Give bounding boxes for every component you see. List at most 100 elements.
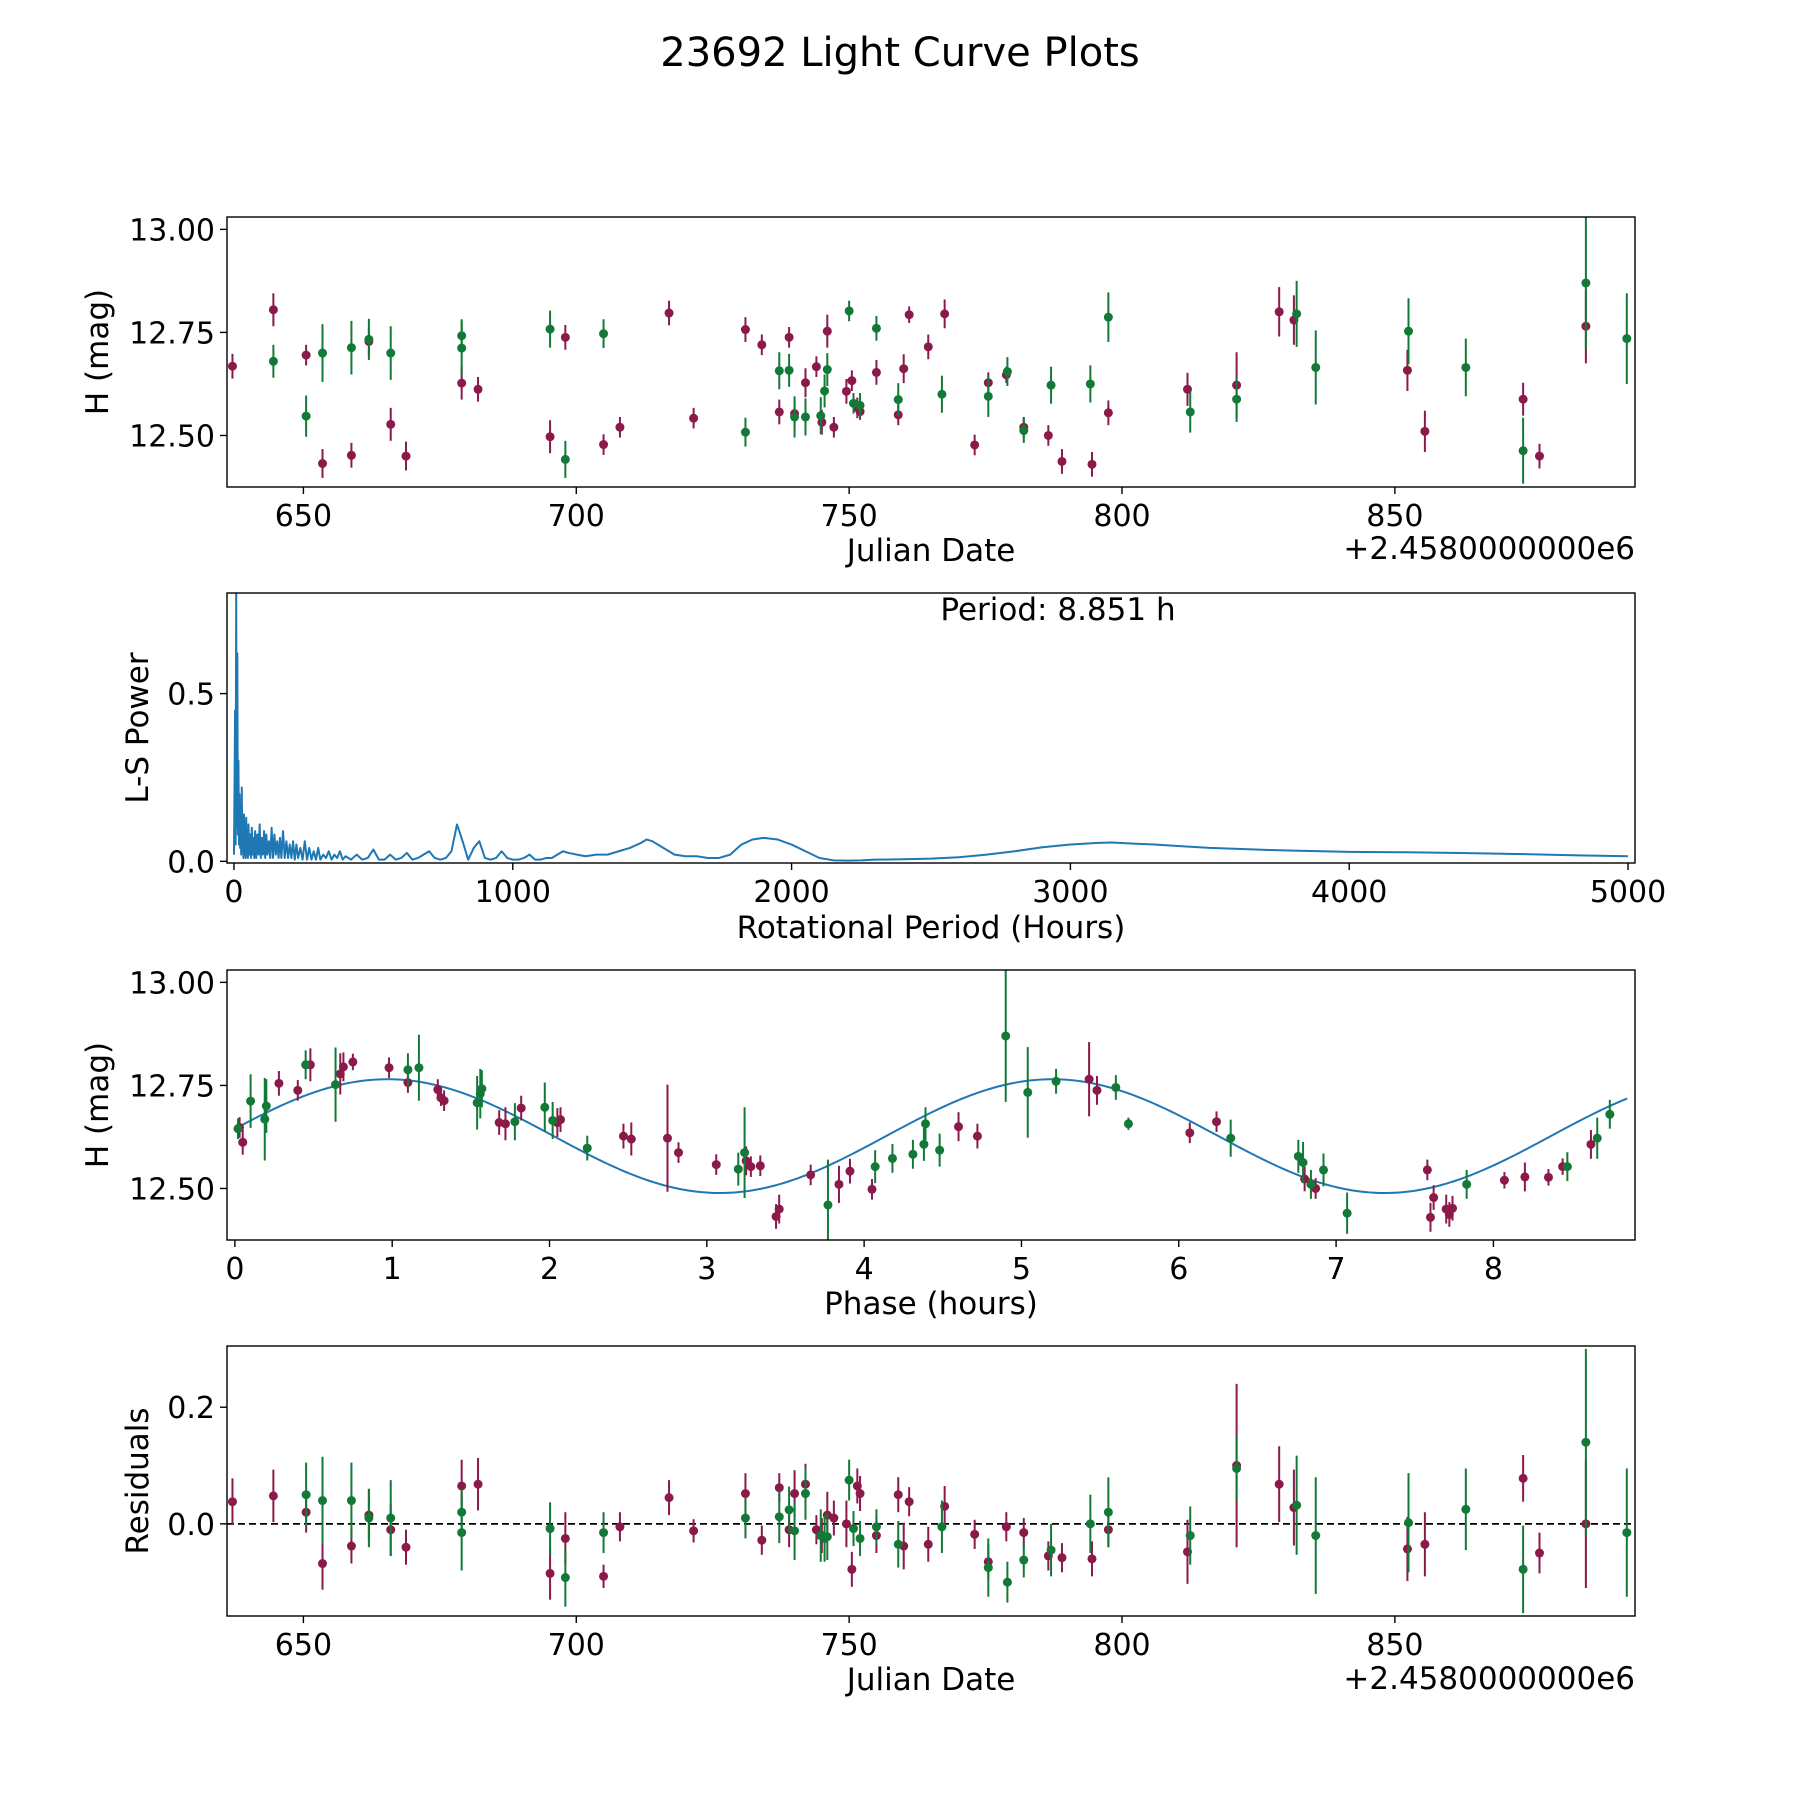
x-tick-label: 3000 — [1032, 875, 1108, 910]
phased-xlabel: Phase (hours) — [824, 1286, 1038, 1322]
data-point — [784, 1505, 794, 1515]
data-point — [774, 1483, 784, 1493]
lightcurve-ticks: 650 700 750 800 850 12.50 12.75 13.00 — [129, 213, 1423, 534]
data-point — [1087, 1554, 1097, 1564]
data-point — [599, 329, 609, 339]
data-point — [822, 326, 832, 336]
data-point — [1185, 1531, 1195, 1541]
data-point — [246, 1096, 256, 1106]
data-point — [386, 1513, 396, 1523]
data-point — [790, 412, 800, 422]
x-tick-label: 1000 — [475, 875, 551, 910]
data-point — [1002, 1577, 1012, 1587]
data-point — [841, 1519, 851, 1529]
data-point — [1518, 446, 1528, 456]
data-point — [844, 306, 854, 316]
data-point — [800, 378, 810, 388]
data-point — [820, 386, 830, 396]
x-tick-label: 8 — [1484, 1252, 1503, 1287]
panel-periodogram: 0 1000 2000 3000 4000 5000 0.0 0.5 Period: 8.85… — [120, 592, 1666, 946]
data-point — [774, 1204, 784, 1214]
data-point — [664, 1493, 674, 1503]
data-point — [227, 361, 237, 371]
data-point — [560, 1533, 570, 1543]
data-point — [784, 332, 794, 342]
data-point — [338, 1062, 348, 1072]
data-point — [1462, 1179, 1472, 1189]
data-point — [348, 1057, 358, 1067]
data-point — [560, 454, 570, 464]
data-point — [1085, 379, 1095, 389]
data-point — [510, 1117, 520, 1127]
y-tick-label: 13.00 — [129, 966, 215, 1001]
data-point — [500, 1119, 510, 1129]
phased-marks — [233, 970, 1628, 1240]
data-point — [1543, 1172, 1553, 1182]
lightcurve-ylabel: H (mag) — [80, 289, 116, 415]
data-point — [1420, 426, 1430, 436]
data-point — [331, 1080, 341, 1090]
lightcurve-offset-text: +2.4580000000e6 — [1343, 531, 1635, 567]
data-point — [615, 422, 625, 432]
data-point — [834, 1179, 844, 1189]
panel-phased: 0 1 2 3 4 5 6 7 8 12.50 12.75 13.00 Phase (hours) H… — [80, 966, 1636, 1322]
data-point — [1581, 278, 1591, 288]
y-tick-label: 12.50 — [129, 1172, 215, 1207]
data-point — [1092, 1085, 1102, 1095]
data-point — [1319, 1165, 1329, 1175]
periodogram-xlabel: Rotational Period (Hours) — [737, 910, 1126, 946]
data-point — [1185, 407, 1195, 417]
data-point — [1226, 1133, 1236, 1143]
data-point — [970, 1529, 980, 1539]
data-point — [1019, 1528, 1029, 1538]
data-point — [318, 459, 328, 469]
data-point — [1518, 1564, 1528, 1574]
panel-residuals: 650 700 750 800 850 0.0 0.2 Julian Date +2.458… — [120, 1345, 1636, 1698]
data-point — [1057, 1553, 1067, 1563]
data-point — [1586, 1139, 1596, 1149]
data-point — [1046, 1545, 1056, 1555]
data-point — [1518, 1473, 1528, 1483]
data-point — [293, 1085, 303, 1095]
data-point — [1402, 365, 1412, 375]
data-point — [755, 1161, 765, 1171]
data-point — [401, 1542, 411, 1552]
x-tick-label: 0 — [224, 875, 243, 910]
data-point — [871, 1522, 881, 1532]
data-point — [664, 308, 674, 318]
x-tick-label: 1 — [383, 1252, 402, 1287]
data-point — [1085, 1519, 1095, 1529]
x-tick-label: 700 — [548, 1628, 605, 1663]
data-point — [784, 365, 794, 375]
x-tick-label: 2000 — [753, 875, 829, 910]
data-point — [816, 411, 826, 421]
x-tick-label: 850 — [1366, 1628, 1423, 1663]
phased-ylabel: H (mag) — [80, 1042, 116, 1168]
residuals-offset-text: +2.4580000000e6 — [1343, 1661, 1635, 1697]
data-point — [477, 1084, 487, 1094]
data-point — [823, 1200, 833, 1210]
data-point — [301, 1490, 311, 1500]
fit-curve — [234, 1078, 1628, 1195]
data-point — [403, 1065, 413, 1075]
data-point — [1402, 1544, 1412, 1554]
data-point — [1212, 1117, 1222, 1127]
data-point — [626, 1134, 636, 1144]
data-point — [1422, 1165, 1432, 1175]
data-point — [268, 305, 278, 315]
data-point — [740, 1513, 750, 1523]
residuals-ylabel: Residuals — [120, 1407, 156, 1554]
data-point — [1274, 307, 1284, 317]
data-point — [711, 1160, 721, 1170]
data-point — [545, 1524, 555, 1534]
data-point — [233, 1124, 243, 1134]
data-point — [599, 1571, 609, 1581]
data-point — [774, 366, 784, 376]
data-point — [1185, 1128, 1195, 1138]
data-point — [384, 1063, 394, 1073]
x-tick-label: 5000 — [1590, 875, 1666, 910]
data-point — [1605, 1109, 1615, 1119]
data-point — [1429, 1193, 1439, 1203]
data-point — [870, 1162, 880, 1172]
